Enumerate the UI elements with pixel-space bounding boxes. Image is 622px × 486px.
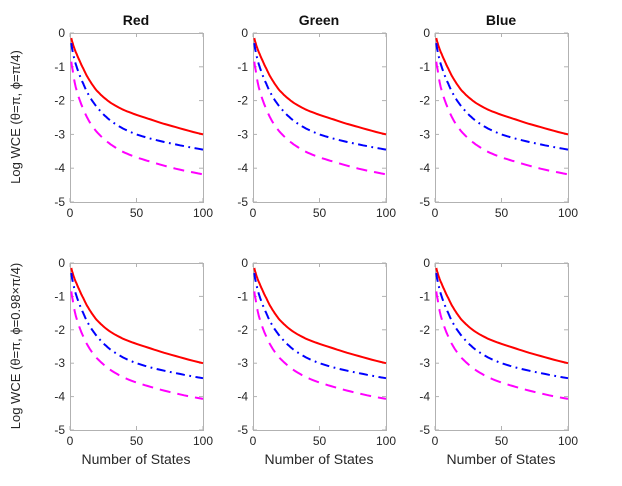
y-tick-label: -5 <box>419 195 430 209</box>
y-tick-label: -2 <box>419 323 430 337</box>
x-tick-label: 50 <box>130 206 144 220</box>
series-blue-dashdot <box>253 272 387 380</box>
subplot-r1c1: 0 50 100 0 -1 -2 -3 -4 -5 <box>54 26 213 220</box>
series-red-solid <box>70 37 204 136</box>
subplot-r2c3: 0 50 100 0 -1 -2 -3 -4 -5 <box>419 256 578 448</box>
series-red-solid <box>435 37 569 136</box>
y-tick-label: 0 <box>423 256 430 270</box>
x-tick-label: 50 <box>495 434 509 448</box>
subplot-title-red: Red <box>122 12 150 28</box>
y-tick-label: -1 <box>54 289 65 303</box>
series-red-solid <box>253 37 387 136</box>
x-tick-label: 100 <box>376 434 396 448</box>
axes-box <box>253 33 387 203</box>
series-blue-dashdot <box>70 42 204 151</box>
axes-box <box>70 33 204 203</box>
series-blue-dashdot <box>253 42 387 151</box>
y-tick-label: -1 <box>54 60 65 74</box>
x-axis-label-col3: Number of States <box>446 451 556 467</box>
series-blue-dashdot <box>435 272 569 380</box>
x-tick-label: 0 <box>67 434 74 448</box>
y-tick-label: -3 <box>54 127 65 141</box>
y-tick-label: -1 <box>419 60 430 74</box>
x-tick-label: 100 <box>193 206 213 220</box>
y-tick-label: -4 <box>54 390 65 404</box>
y-tick-label: 0 <box>58 26 65 40</box>
series-blue-dashdot <box>435 42 569 151</box>
y-tick-label: -5 <box>237 195 248 209</box>
x-tick-label: 0 <box>432 434 439 448</box>
axes-box <box>253 263 387 431</box>
x-tick-label: 0 <box>432 206 439 220</box>
y-tick-label: -2 <box>237 323 248 337</box>
y-tick-label: -5 <box>54 195 65 209</box>
axes-box <box>70 263 204 431</box>
x-tick-label: 50 <box>495 206 509 220</box>
y-tick-label: 0 <box>241 26 248 40</box>
y-tick-label: -4 <box>419 390 430 404</box>
series-red-solid <box>253 267 387 365</box>
x-tick-label: 50 <box>313 434 327 448</box>
y-tick-label: -2 <box>237 94 248 108</box>
y-tick-label: 0 <box>58 256 65 270</box>
series-magenta-dashed <box>70 291 204 400</box>
y-tick-label: 0 <box>241 256 248 270</box>
subplot-r1c3: 0 50 100 0 -1 -2 -3 -4 -5 <box>419 26 578 220</box>
series-red-solid <box>435 267 569 365</box>
subplot-r2c2: 0 50 100 0 -1 -2 -3 -4 -5 <box>237 256 396 448</box>
y-tick-label: -4 <box>54 161 65 175</box>
y-tick-label: -4 <box>419 161 430 175</box>
series-magenta-dashed <box>435 291 569 400</box>
y-tick-label: -2 <box>419 94 430 108</box>
x-axis-label-col1: Number of States <box>81 451 191 467</box>
axes-box <box>435 33 569 203</box>
x-tick-label: 50 <box>313 206 327 220</box>
y-tick-label: -4 <box>237 390 248 404</box>
x-tick-label: 100 <box>558 206 578 220</box>
series-magenta-dashed <box>435 61 569 176</box>
y-tick-label: -3 <box>419 127 430 141</box>
x-tick-label: 100 <box>193 434 213 448</box>
y-tick-label: -3 <box>54 356 65 370</box>
y-tick-label: -2 <box>54 323 65 337</box>
y-tick-label: 0 <box>423 26 430 40</box>
y-tick-label: -1 <box>237 289 248 303</box>
x-tick-label: 0 <box>67 206 74 220</box>
x-tick-label: 50 <box>130 434 144 448</box>
series-magenta-dashed <box>70 61 204 176</box>
y-tick-label: -3 <box>237 127 248 141</box>
y-axis-label-row2: Log WCE (θ=π, ϕ=0.98×π/4) <box>8 262 23 430</box>
y-tick-label: -3 <box>237 356 248 370</box>
x-tick-label: 0 <box>250 434 257 448</box>
x-tick-label: 0 <box>250 206 257 220</box>
y-tick-label: -5 <box>54 423 65 437</box>
series-red-solid <box>70 267 204 365</box>
subplot-title-blue: Blue <box>485 12 517 28</box>
series-magenta-dashed <box>253 61 387 176</box>
x-axis-label-col2: Number of States <box>264 451 374 467</box>
y-axis-label-row1: Log WCE (θ=π, ϕ=π/4) <box>8 50 23 184</box>
y-tick-label: -2 <box>54 94 65 108</box>
x-tick-label: 100 <box>558 434 578 448</box>
series-magenta-dashed <box>253 291 387 400</box>
subplot-r1c2: 0 50 100 0 -1 -2 -3 -4 -5 <box>237 26 396 220</box>
subplot-title-green: Green <box>298 12 340 28</box>
x-tick-label: 100 <box>376 206 396 220</box>
y-tick-label: -4 <box>237 161 248 175</box>
y-tick-label: -5 <box>237 423 248 437</box>
y-tick-label: -1 <box>419 289 430 303</box>
y-tick-label: -1 <box>237 60 248 74</box>
series-blue-dashdot <box>70 272 204 380</box>
axes-box <box>435 263 569 431</box>
y-tick-label: -3 <box>419 356 430 370</box>
y-tick-label: -5 <box>419 423 430 437</box>
subplot-r2c1: 0 50 100 0 -1 -2 -3 -4 -5 <box>54 256 213 448</box>
